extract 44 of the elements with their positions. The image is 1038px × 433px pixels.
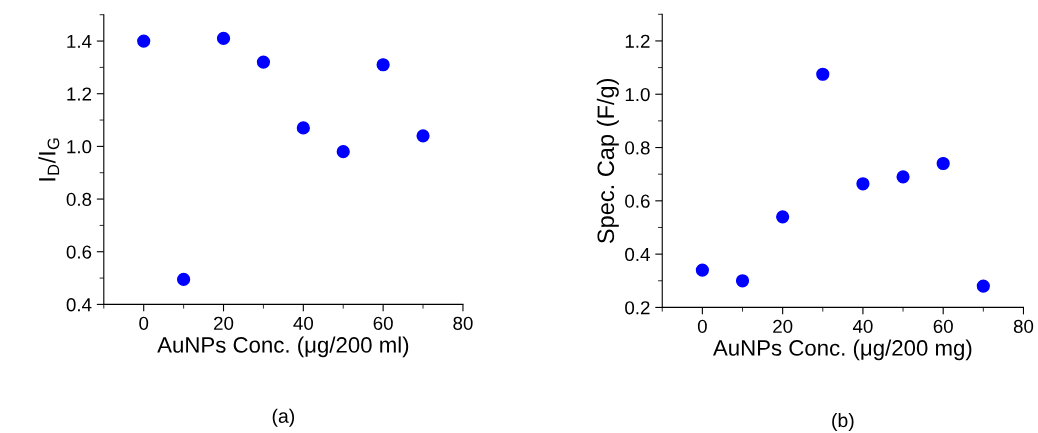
point [735,274,750,288]
y-tick-label: 1.0 [625,87,650,102]
point [695,263,709,277]
y-tick-label: 1.0 [67,140,92,154]
x-tick-label: 60 [373,316,393,330]
point [856,177,870,191]
y-tick-label: 1.2 [67,87,92,101]
y-tick-label: 1.2 [625,34,650,48]
x-tick-label: 40 [293,316,314,330]
text: (a) [272,408,295,427]
point [216,31,231,46]
point [256,55,271,69]
point [936,156,950,171]
point [416,129,430,143]
x-tick-label: 0 [139,316,149,330]
x-axis-title: AuNPs Conc. (μg/200 mg) [713,339,972,361]
point [296,121,310,135]
point [137,34,151,48]
y-tick-label: 0.8 [66,192,92,207]
y-axis-title: Spec. Cap (F/g) [596,78,619,244]
y-tick-label: 0.8 [625,141,650,155]
x-tick-label: 40 [852,319,873,334]
y-tick-label: 0.6 [66,245,92,259]
point [376,58,390,72]
point [896,170,910,184]
point [976,279,990,293]
point [177,272,191,286]
point [336,145,350,159]
point [776,210,790,224]
x-tick-label: 0 [697,319,707,334]
y-axis-title: I$_{D}$/I$_{G}$ [38,138,60,181]
x-tick-label: 80 [1013,319,1034,334]
point [816,67,830,81]
y-tick-label: 0.2 [625,301,650,315]
x-tick-label: 80 [453,316,473,330]
y-tick-label: 0.6 [625,194,650,208]
x-tick-label: 20 [773,319,793,334]
y-tick-label: 1.4 [67,34,92,48]
x-tick-label: 60 [933,319,953,334]
text: (b) [832,412,854,432]
y-tick-label: 0.4 [66,298,92,312]
y-tick-label: 0.4 [625,247,650,262]
x-axis-title: AuNPs Conc. (μg/200 ml) [157,336,409,358]
x-tick-label: 20 [214,316,234,330]
